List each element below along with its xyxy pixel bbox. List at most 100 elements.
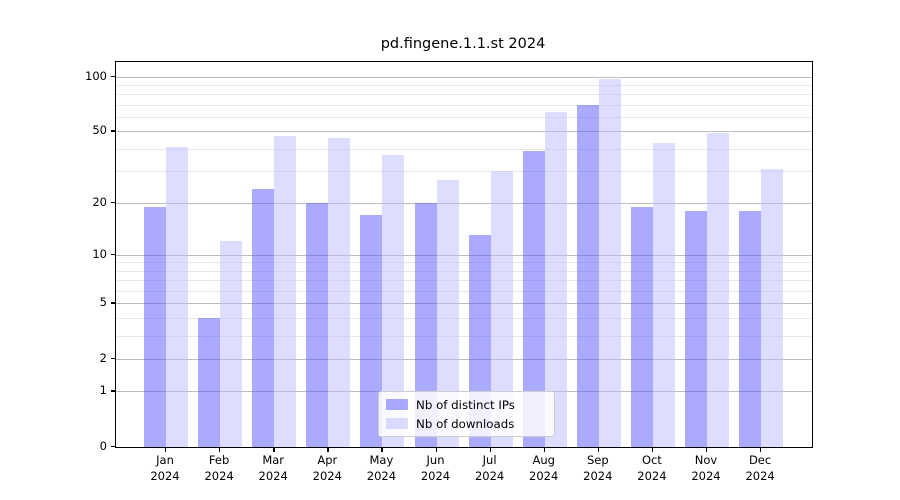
gridline-minor <box>116 85 812 86</box>
gridline-minor <box>116 280 812 282</box>
plot-area <box>115 61 813 448</box>
bar-distinct-ips <box>630 206 653 447</box>
x-axis-tick-label: Dec 2024 <box>730 453 790 484</box>
y-tick-mark <box>110 75 115 77</box>
x-axis-tick-label-line: Dec <box>748 453 772 467</box>
legend-entry-downloads: Nb of downloads <box>386 417 554 431</box>
gridline-minor <box>116 104 812 106</box>
x-axis-tick-label-line: May <box>369 453 394 467</box>
legend-label-distinct-ips: Nb of distinct IPs <box>416 397 515 412</box>
bar-distinct-ips <box>144 206 166 447</box>
x-axis-tick-label-line: Aug <box>532 453 555 467</box>
x-axis-tick-label-line: 2024 <box>529 468 559 483</box>
x-axis-tick-label-line: 2024 <box>474 468 505 483</box>
bar-downloads <box>328 138 351 447</box>
x-tick-mark <box>651 447 654 452</box>
x-axis-tick-label-line: 2024 <box>420 468 451 483</box>
y-axis-tick-label: 10 <box>92 246 107 261</box>
bar-downloads <box>274 136 297 447</box>
bar-distinct-ips <box>306 202 329 447</box>
x-axis-tick-label: Oct 2024 <box>622 453 682 484</box>
x-axis-tick-label-line: Sep <box>586 453 609 467</box>
bar-downloads <box>652 143 675 447</box>
x-axis-tick-label-line: Apr <box>317 453 338 467</box>
bar-downloads <box>490 171 513 447</box>
y-axis-tick-label: 20 <box>92 194 107 209</box>
y-tick-mark <box>110 446 115 448</box>
gridline-minor <box>116 290 812 292</box>
x-axis-tick-label-line: 2024 <box>745 468 775 483</box>
x-axis-tick-label: Aug 2024 <box>514 453 574 484</box>
gridline-major <box>116 358 812 360</box>
x-axis-tick-label: Mar 2024 <box>243 453 303 484</box>
y-tick-mark <box>110 302 115 304</box>
x-tick-mark <box>273 447 275 452</box>
x-axis-tick-label-line: 2024 <box>312 468 342 483</box>
x-tick-mark <box>760 447 762 452</box>
x-axis-tick-label: Jan 2024 <box>135 453 195 484</box>
y-tick-mark <box>110 253 115 255</box>
x-axis-tick-label-line: Jun <box>426 453 445 467</box>
gridline-minor <box>116 317 812 319</box>
bar-distinct-ips <box>252 188 275 447</box>
gridline-major <box>116 76 812 78</box>
y-axis-tick-label: 1 <box>99 383 107 398</box>
gridline-major <box>116 254 812 256</box>
bar-downloads <box>761 168 784 447</box>
bar-distinct-ips <box>739 210 762 447</box>
bar-downloads <box>544 112 567 447</box>
y-tick-mark <box>110 357 115 360</box>
legend-entry-distinct-ips: Nb of distinct IPs <box>386 398 554 412</box>
x-axis-tick-label-line: 2024 <box>583 468 613 483</box>
x-tick-mark <box>489 447 491 452</box>
chart-title: pd.fingene.1.1.st 2024 <box>380 36 546 52</box>
bar-downloads <box>220 241 243 447</box>
bar-distinct-ips <box>522 150 545 447</box>
x-axis-tick-label: Jul 2024 <box>460 453 520 484</box>
x-axis-tick-label-line: 2024 <box>258 468 288 483</box>
x-tick-mark <box>219 447 221 452</box>
gridline-minor <box>116 94 812 96</box>
x-axis-tick-label-line: 2024 <box>637 468 667 483</box>
gridline-minor <box>116 171 812 173</box>
x-tick-mark <box>706 447 708 452</box>
bar-downloads <box>598 79 621 447</box>
x-tick-mark <box>435 447 437 452</box>
y-tick-mark <box>110 390 115 392</box>
x-axis-tick-label-line: Nov <box>694 453 718 467</box>
x-axis-tick-label: May 2024 <box>351 453 411 484</box>
bar-distinct-ips <box>685 210 707 447</box>
y-axis-tick-label: 0 <box>99 439 107 453</box>
gridline-minor <box>116 149 812 150</box>
legend-swatch-downloads-icon <box>386 418 408 429</box>
gridline-minor <box>116 335 812 337</box>
bar-distinct-ips <box>198 317 221 447</box>
y-axis-tick-label: 100 <box>85 68 107 83</box>
x-axis-tick-label-line: 2024 <box>691 468 721 483</box>
x-axis-tick-label: Apr 2024 <box>297 453 357 484</box>
y-axis-tick-label: 50 <box>92 123 107 138</box>
x-axis-tick-label-line: Jan <box>156 453 174 467</box>
x-axis-tick-label: Nov 2024 <box>676 453 736 484</box>
x-axis-tick-label-line: 2024 <box>150 468 180 483</box>
x-tick-mark <box>597 447 600 452</box>
x-axis-tick-label: Sep 2024 <box>568 453 628 484</box>
bar-downloads <box>707 133 729 447</box>
x-tick-mark <box>543 447 546 452</box>
x-axis-tick-label-line: Jul <box>482 453 497 467</box>
x-tick-mark <box>327 447 329 452</box>
x-axis-tick-label: Jun 2024 <box>406 453 466 484</box>
x-axis-tick-label-line: Oct <box>641 453 662 467</box>
legend: Nb of distinct IPs Nb of downloads <box>378 391 555 437</box>
bar-distinct-ips <box>576 104 599 447</box>
gridline-major <box>116 202 812 204</box>
legend-swatch-distinct-ips-icon <box>386 399 408 410</box>
x-tick-mark <box>381 447 383 452</box>
y-axis-tick-label: 5 <box>99 295 107 310</box>
x-axis-tick-label-line: 2024 <box>366 468 397 483</box>
x-axis-tick-label-line: Feb <box>208 453 230 467</box>
gridline-minor <box>116 117 812 119</box>
gridline-major <box>116 303 812 305</box>
gridline-minor <box>116 262 812 264</box>
